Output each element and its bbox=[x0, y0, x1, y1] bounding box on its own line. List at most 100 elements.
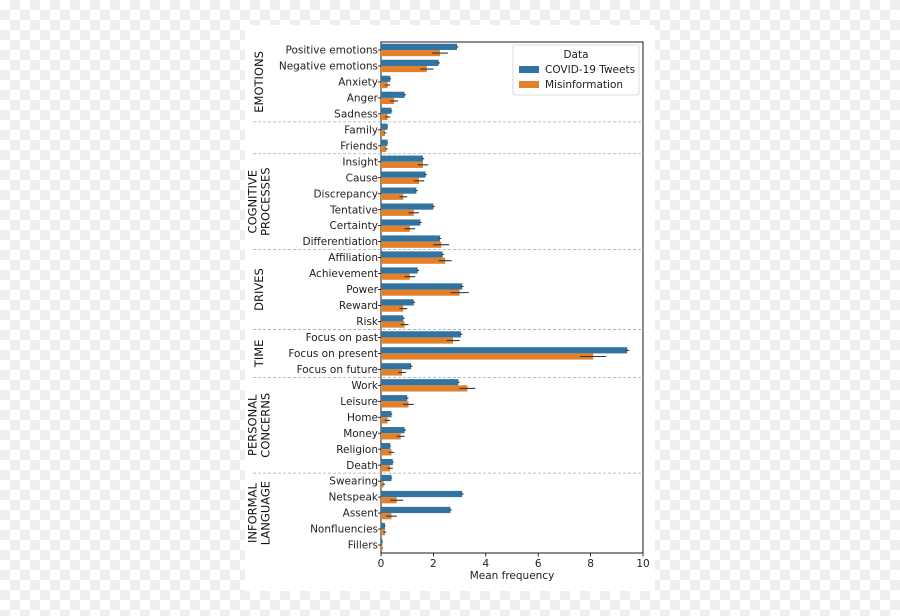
category-label-focus-on-future: Focus on future bbox=[297, 364, 378, 376]
category-label-cause: Cause bbox=[346, 172, 378, 184]
bar-covid-19-tweets-swearing bbox=[381, 474, 392, 482]
bar-covid-19-tweets-friends bbox=[381, 139, 388, 146]
bar-covid-19-tweets-anger bbox=[381, 91, 405, 98]
category-label-insight: Insight bbox=[342, 156, 378, 168]
category-label-focus-on-present: Focus on present bbox=[288, 348, 378, 360]
bar-covid-19-tweets-discrepancy bbox=[381, 187, 417, 194]
category-label-nonfluencies: Nonfluencies bbox=[310, 524, 378, 536]
bar-misinformation-religion bbox=[381, 449, 392, 456]
bar-covid-19-tweets-positive-emotions bbox=[381, 43, 457, 50]
bar-misinformation-insight bbox=[381, 161, 423, 168]
x-tick-label: 4 bbox=[482, 558, 489, 570]
bar-covid-19-tweets-death bbox=[381, 458, 393, 466]
bar-covid-19-tweets-power bbox=[381, 283, 463, 290]
bar-covid-19-tweets-money bbox=[381, 427, 405, 434]
group-label-informal: INFORMAL bbox=[246, 483, 260, 543]
bar-covid-19-tweets-focus-on-future bbox=[381, 363, 412, 370]
group-label-cognitive: COGNITIVE bbox=[246, 170, 260, 234]
bar-misinformation-sadness bbox=[381, 113, 388, 121]
category-label-money: Money bbox=[343, 428, 378, 440]
bar-chart: Positive emotions Negative emotions Anxiet… bbox=[246, 41, 650, 582]
category-label-swearing: Swearing bbox=[329, 476, 378, 488]
legend-title: Data bbox=[563, 49, 588, 61]
legend-swatch-misinformation bbox=[519, 81, 539, 88]
bar-covid-19-tweets-differentiation bbox=[381, 235, 440, 242]
category-label-home: Home bbox=[347, 412, 378, 424]
chart-figure: Positive emotions Negative emotions Anxiet… bbox=[245, 25, 655, 591]
group-label-language: LANGUAGE bbox=[259, 481, 273, 545]
x-tick-label: 2 bbox=[430, 558, 437, 570]
category-label-fillers: Fillers bbox=[348, 540, 378, 552]
bar-covid-19-tweets-insight bbox=[381, 155, 423, 162]
category-label-certainty: Certainty bbox=[329, 220, 378, 232]
category-label-power: Power bbox=[346, 284, 378, 296]
bar-misinformation-home bbox=[381, 417, 388, 424]
x-tick-label: 6 bbox=[535, 558, 542, 570]
category-label-religion: Religion bbox=[336, 444, 378, 456]
bar-misinformation-negative-emotions bbox=[381, 65, 427, 73]
bar-covid-19-tweets-sadness bbox=[381, 107, 392, 114]
group-label-processes: PROCESSES bbox=[259, 167, 273, 235]
bar-misinformation-work bbox=[381, 385, 468, 392]
group-label-drives: DRIVES bbox=[252, 268, 266, 311]
bar-covid-19-tweets-assent bbox=[381, 506, 451, 514]
category-label-focus-on-past: Focus on past bbox=[306, 332, 378, 344]
bar-misinformation-risk bbox=[381, 321, 405, 328]
bar-covid-19-tweets-nonfluencies bbox=[381, 522, 385, 530]
bar-misinformation-leisure bbox=[381, 401, 409, 408]
category-label-work: Work bbox=[351, 380, 379, 392]
bar-covid-19-tweets-family bbox=[381, 123, 388, 130]
bar-covid-19-tweets-focus-on-past bbox=[381, 331, 461, 338]
bar-covid-19-tweets-focus-on-present bbox=[381, 347, 628, 354]
category-label-affiliation: Affiliation bbox=[328, 252, 378, 264]
x-tick-label: 10 bbox=[636, 558, 649, 570]
bar-covid-19-tweets-fillers bbox=[381, 538, 383, 546]
x-tick-label: 0 bbox=[378, 558, 385, 570]
bar-misinformation-differentiation bbox=[381, 241, 442, 248]
bar-misinformation-focus-on-past bbox=[381, 337, 454, 344]
bar-misinformation-family bbox=[381, 129, 385, 137]
bar-misinformation-focus-on-present bbox=[381, 353, 594, 360]
bar-misinformation-affiliation bbox=[381, 257, 446, 264]
legend-box bbox=[512, 44, 640, 96]
bar-covid-19-tweets-cause bbox=[381, 171, 426, 178]
category-label-family: Family bbox=[344, 124, 378, 136]
category-label-reward: Reward bbox=[339, 300, 378, 312]
bar-misinformation-power bbox=[381, 289, 460, 296]
plot-frame bbox=[380, 41, 644, 554]
bar-covid-19-tweets-anxiety bbox=[381, 75, 391, 82]
bar-misinformation-cause bbox=[381, 177, 419, 184]
bar-covid-19-tweets-negative-emotions bbox=[381, 59, 439, 66]
category-label-netspeak: Netspeak bbox=[328, 492, 378, 504]
legend-label-misinformation: Misinformation bbox=[545, 79, 623, 91]
category-label-negative-emotions: Negative emotions bbox=[279, 61, 378, 73]
bar-covid-19-tweets-netspeak bbox=[381, 490, 463, 498]
bar-covid-19-tweets-tentative bbox=[381, 203, 434, 210]
bar-misinformation-reward bbox=[381, 305, 404, 312]
bar-misinformation-money bbox=[381, 433, 401, 440]
category-label-risk: Risk bbox=[356, 316, 379, 328]
group-label-concerns: CONCERNS bbox=[259, 393, 273, 458]
bar-covid-19-tweets-work bbox=[381, 379, 459, 386]
bar-misinformation-netspeak bbox=[381, 497, 397, 504]
group-label-emotions: EMOTIONS bbox=[252, 51, 266, 113]
category-label-positive-emotions: Positive emotions bbox=[285, 45, 378, 57]
bar-misinformation-anger bbox=[381, 97, 395, 105]
bar-misinformation-discrepancy bbox=[381, 193, 404, 200]
bar-misinformation-fillers bbox=[381, 545, 383, 552]
category-label-anger: Anger bbox=[347, 92, 379, 104]
bar-covid-19-tweets-achievement bbox=[381, 267, 418, 274]
category-label-achievement: Achievement bbox=[309, 268, 378, 280]
bar-covid-19-tweets-risk bbox=[381, 315, 404, 322]
category-label-leisure: Leisure bbox=[340, 396, 378, 408]
category-label-sadness: Sadness bbox=[334, 108, 378, 120]
bar-misinformation-nonfluencies bbox=[381, 529, 385, 536]
x-axis-title: Mean frequency bbox=[470, 570, 555, 582]
legend-swatch-covid-19-tweets bbox=[519, 66, 539, 73]
bar-misinformation-positive-emotions bbox=[381, 49, 440, 57]
category-label-discrepancy: Discrepancy bbox=[313, 188, 378, 200]
bar-misinformation-focus-on-future bbox=[381, 369, 402, 376]
bar-misinformation-tentative bbox=[381, 209, 414, 216]
bar-misinformation-anxiety bbox=[381, 81, 388, 89]
x-tick-label: 8 bbox=[587, 558, 594, 570]
